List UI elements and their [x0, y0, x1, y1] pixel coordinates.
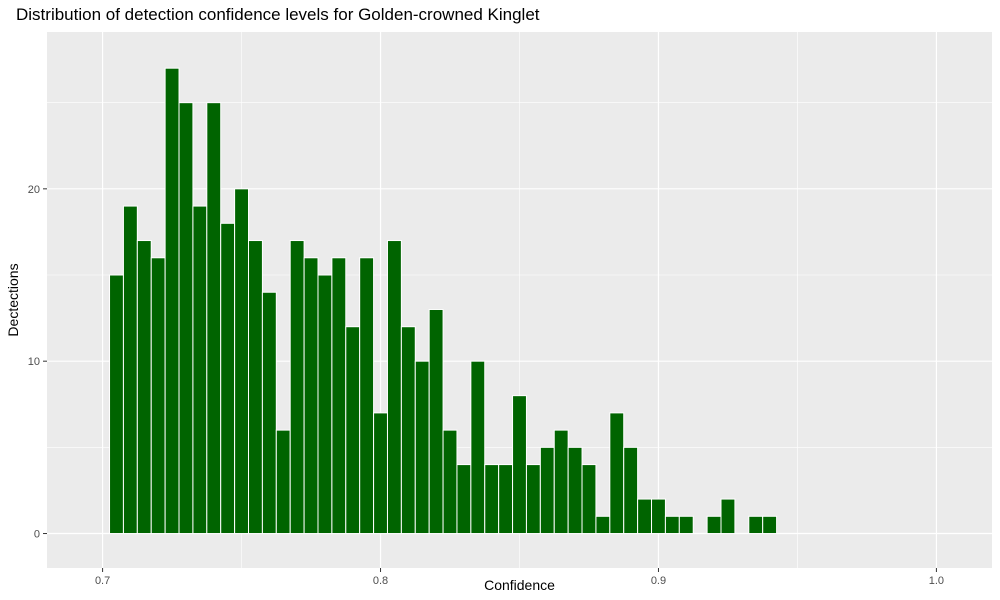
histogram-bar [206, 102, 222, 535]
x-axis: 0.7 0.8 0.9 1.0 [95, 568, 944, 587]
histogram-bar [150, 257, 166, 535]
y-axis: 0 10 20 [28, 184, 47, 541]
histogram-bar [136, 240, 152, 535]
y-axis-title: Dectections [5, 263, 21, 336]
histogram-bar [525, 464, 541, 535]
histogram-bar [581, 464, 597, 535]
x-tick-label: 0.9 [651, 575, 666, 587]
histogram-bar [345, 326, 361, 535]
histogram-bar [664, 515, 680, 535]
histogram-bar [539, 446, 555, 535]
histogram-bar [192, 205, 208, 535]
chart-title: Distribution of detection confidence lev… [16, 5, 540, 24]
y-tick-label: 20 [28, 184, 40, 196]
histogram-bars [109, 67, 778, 535]
histogram-bar [373, 412, 388, 535]
histogram-bar [109, 274, 124, 535]
histogram-bar [331, 257, 347, 535]
histogram-bar [164, 67, 180, 535]
histogram-bar [470, 360, 486, 535]
histogram-bar [386, 240, 402, 535]
histogram-bar [317, 274, 333, 535]
histogram-bar [498, 464, 514, 535]
histogram-bar [275, 429, 291, 535]
x-tick-label: 0.7 [95, 575, 110, 587]
x-tick-label: 1.0 [929, 575, 944, 587]
histogram-bar [720, 498, 736, 535]
x-tick-label: 0.8 [373, 575, 388, 587]
histogram-bar [567, 446, 583, 535]
x-axis-title: Confidence [484, 577, 555, 593]
histogram-bar [234, 188, 250, 535]
y-tick-label: 10 [28, 356, 40, 368]
histogram-bar [609, 412, 625, 535]
histogram-bar [289, 240, 305, 535]
y-tick-label: 0 [34, 529, 40, 541]
histogram-bar [428, 308, 444, 535]
histogram-bar [414, 360, 430, 535]
histogram-bar [303, 257, 319, 535]
histogram-bar [706, 515, 722, 535]
histogram-bar [678, 515, 694, 535]
histogram-bar [220, 222, 236, 535]
histogram-bar [261, 291, 277, 535]
histogram-bar [456, 464, 472, 535]
histogram-bar [400, 326, 416, 535]
histogram-bar [553, 429, 569, 535]
histogram-bar [762, 515, 778, 535]
histogram-bar [512, 395, 527, 535]
histogram-bar [122, 205, 138, 535]
histogram-bar [442, 429, 458, 535]
histogram-bar [484, 464, 500, 535]
histogram-bar [748, 515, 764, 535]
histogram-bar [595, 515, 611, 535]
histogram-bar [637, 498, 653, 535]
histogram-bar [623, 446, 639, 535]
histogram-bar [651, 498, 666, 535]
histogram-bar [178, 102, 194, 535]
histogram-bar [248, 240, 263, 535]
histogram-bar [359, 257, 375, 535]
